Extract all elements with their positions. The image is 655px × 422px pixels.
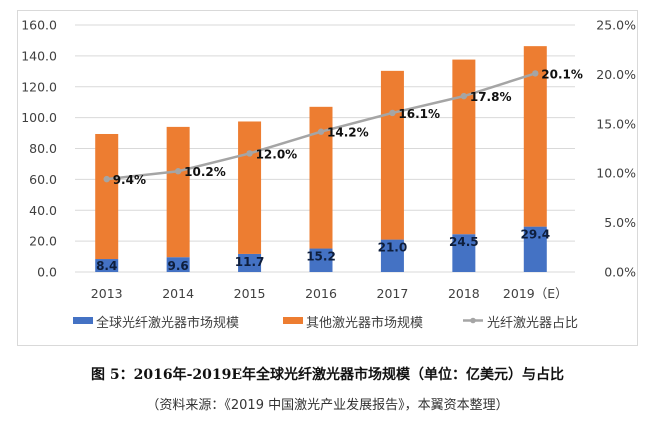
bar-fiber-laser xyxy=(309,248,333,272)
line-point xyxy=(317,128,325,135)
figure-source: （资料来源：《2019 中国激光产业发展报告》，本翼资本整理） xyxy=(146,398,509,413)
line-point xyxy=(174,168,182,175)
y2-tick-label: 0.0% xyxy=(604,265,636,280)
legend-swatch-fiber xyxy=(73,317,93,324)
bar-data-label: 11.7 xyxy=(235,255,265,269)
bar-data-label: 24.5 xyxy=(449,235,479,249)
y2-tick-label: 15.0% xyxy=(596,116,636,131)
legend-label-fiber: 全球光纤激光器市场规模 xyxy=(96,315,239,331)
bar-other-laser xyxy=(380,70,404,240)
bar-data-label: 15.2 xyxy=(306,250,336,264)
bar-fiber-laser xyxy=(95,259,119,272)
line-data-label: 20.1% xyxy=(541,67,583,81)
bar-fiber-laser xyxy=(166,257,190,272)
bar-other-laser xyxy=(452,59,476,235)
line-data-label: 14.2% xyxy=(327,126,369,140)
line-point xyxy=(389,109,396,117)
legend-label-share: 光纤激光器占比 xyxy=(487,316,578,331)
figure-caption: 图 5：2016年-2019E年全球光纤激光器市场规模（单位：亿美元）与占比 xyxy=(90,367,565,383)
chart: 0.0 20.0 40.0 60.0 80.0 100.0 120.0 140.0 160.0 0… xyxy=(17,10,638,346)
x-tick-label: 2014 xyxy=(162,286,194,301)
y-tick-label: 80.0 xyxy=(29,141,57,156)
bar-data-label: 8.4 xyxy=(96,259,117,273)
line-point xyxy=(532,70,539,77)
line-point xyxy=(103,175,110,183)
y-tick-label: 40.0 xyxy=(29,203,57,218)
y2-tick-label: 20.0% xyxy=(596,67,636,82)
x-tick-label: 2013 xyxy=(91,286,123,301)
line-data-label: 12.0% xyxy=(256,147,298,161)
y-tick-label: 140.0 xyxy=(21,48,57,63)
y-tick-label: 120.0 xyxy=(21,79,57,94)
bar-other-laser xyxy=(95,133,119,260)
bar-other-laser xyxy=(309,106,333,249)
y2-tick-label: 10.0% xyxy=(596,166,636,181)
line-data-label: 9.4% xyxy=(113,173,146,187)
y2-tick-label: 25.0% xyxy=(596,18,636,33)
x-tick-label: 2017 xyxy=(377,286,409,301)
bar-other-laser xyxy=(238,121,262,254)
bar-other-laser xyxy=(166,126,190,258)
bar-fiber-laser xyxy=(238,253,262,272)
x-tick-label: 2019（E） xyxy=(503,286,568,301)
x-tick-label: 2015 xyxy=(234,286,266,301)
bar-data-label: 21.0 xyxy=(378,241,408,255)
y2-tick-label: 5.0% xyxy=(604,215,636,230)
legend-swatch-other xyxy=(283,317,303,324)
line-data-label: 17.8% xyxy=(470,90,512,104)
line-point xyxy=(246,150,253,157)
legend-label-other: 其他激光器市场规模 xyxy=(306,315,423,331)
bar-data-label: 9.6 xyxy=(168,259,189,273)
legend-marker-share xyxy=(470,317,476,324)
y-tick-label: 0.0 xyxy=(37,265,57,280)
y-tick-label: 60.0 xyxy=(29,172,57,187)
x-tick-label: 2018 xyxy=(448,286,480,301)
line-data-label: 16.1% xyxy=(398,107,440,121)
line-point xyxy=(460,92,468,100)
bar-other-laser xyxy=(523,46,547,227)
y-tick-label: 20.0 xyxy=(29,234,57,249)
line-data-label: 10.2% xyxy=(184,165,226,179)
bar-fiber-laser xyxy=(380,239,404,272)
x-tick-label: 2016 xyxy=(305,286,337,301)
bar-data-label: 29.4 xyxy=(520,228,550,242)
bar-fiber-laser xyxy=(523,226,547,272)
y-tick-label: 160.0 xyxy=(21,18,57,33)
y-tick-label: 100.0 xyxy=(21,110,57,125)
bar-fiber-laser xyxy=(452,234,476,272)
